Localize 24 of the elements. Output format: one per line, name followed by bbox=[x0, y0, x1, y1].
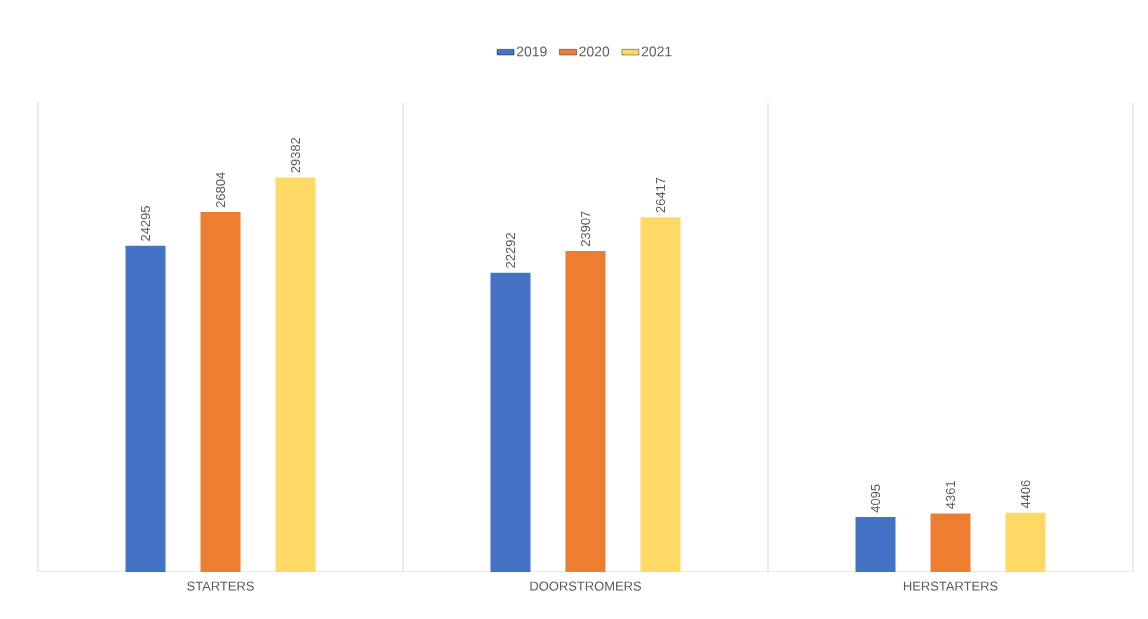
bar bbox=[125, 245, 166, 572]
bar bbox=[930, 513, 971, 572]
data-label: 26417 bbox=[655, 177, 666, 213]
data-label: 23907 bbox=[580, 211, 591, 247]
legend-label: 2019 bbox=[516, 46, 547, 57]
legend-label: 2021 bbox=[641, 46, 672, 57]
data-label: 29382 bbox=[290, 137, 301, 173]
data-label: 26804 bbox=[215, 172, 226, 208]
data-label: 4406 bbox=[1020, 480, 1031, 509]
x-tick-label: HERSTARTERS bbox=[903, 581, 998, 591]
x-tick-label: STARTERS bbox=[187, 581, 254, 591]
bar bbox=[640, 217, 681, 572]
bar bbox=[855, 517, 896, 572]
data-label: 22292 bbox=[505, 233, 516, 268]
bar bbox=[490, 272, 531, 572]
data-label: 4361 bbox=[945, 481, 956, 509]
bar bbox=[1005, 512, 1046, 572]
x-tick-label: DOORSTROMERS bbox=[530, 581, 642, 591]
bar bbox=[565, 250, 606, 572]
data-label: 24295 bbox=[140, 206, 151, 241]
bar bbox=[200, 212, 241, 572]
data-label: 4095 bbox=[870, 484, 881, 513]
legend-label: 2020 bbox=[579, 46, 610, 57]
bar bbox=[275, 177, 316, 572]
